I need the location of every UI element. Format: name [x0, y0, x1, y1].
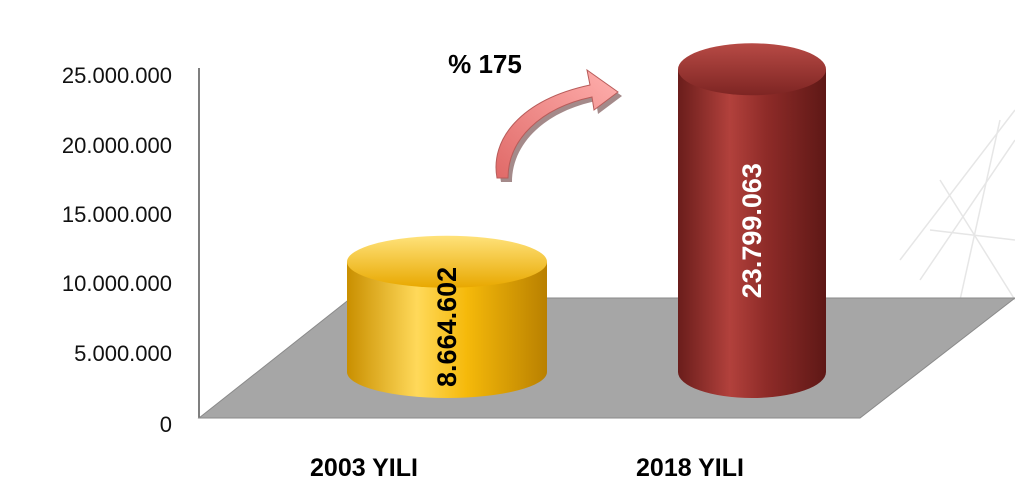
chart-floor: [197, 297, 1015, 419]
bars: 8.664.602 23.799.063: [347, 43, 826, 399]
bar-top-cap: [678, 43, 826, 96]
background-decoration: [899, 109, 1015, 301]
growth-arrow: [495, 68, 622, 182]
y-tick-label: 0: [160, 412, 172, 437]
growth-label: % 175: [448, 49, 522, 79]
bar-1: 8.664.602: [347, 235, 547, 398]
y-tick-label: 20.000.000: [62, 133, 172, 158]
y-tick-label: 25.000.000: [62, 63, 172, 88]
category-label: 2003 YILI: [310, 454, 418, 482]
category-label: 2018 YILI: [636, 454, 744, 482]
bar-top-cap: [347, 235, 547, 288]
bar-value-label: 8.664.602: [432, 267, 462, 387]
y-tick-label: 5.000.000: [74, 341, 172, 366]
y-tick-label: 15.000.000: [62, 202, 172, 227]
bar-value-label: 23.799.063: [737, 163, 767, 298]
category-labels: 2003 YILI 2018 YILI: [310, 454, 744, 482]
bar-body: [678, 69, 826, 399]
bar-2: 23.799.063: [678, 43, 826, 399]
y-tick-labels: 0 5.000.000 10.000.000 15.000.000 20.000.000…: [62, 63, 172, 437]
bar-body: [347, 261, 547, 398]
y-tick-label: 10.000.000: [62, 271, 172, 296]
